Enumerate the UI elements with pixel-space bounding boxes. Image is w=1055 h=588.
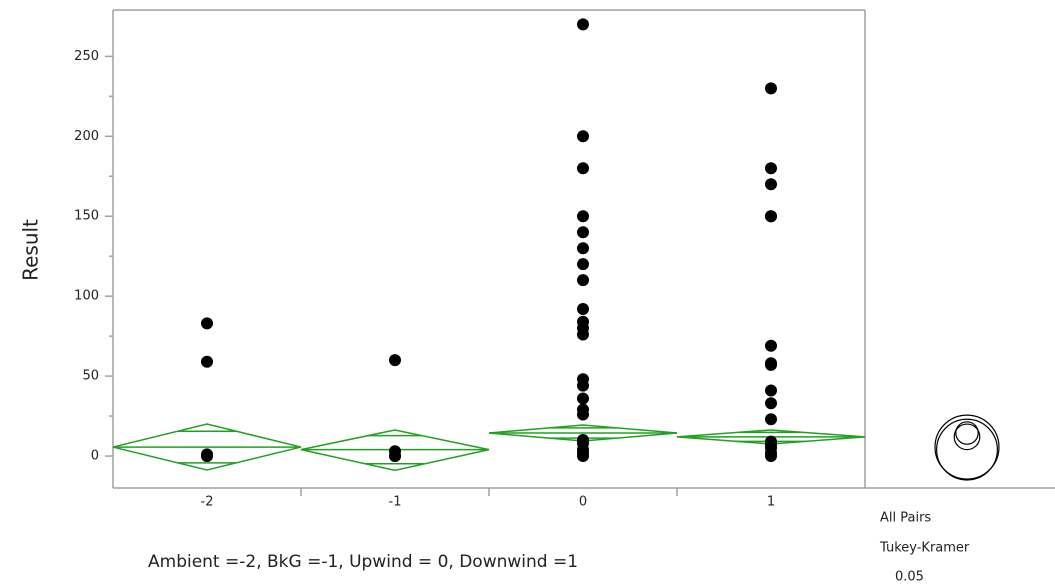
x-tick-label: 1 bbox=[767, 495, 775, 510]
y-tick-label: 150 bbox=[74, 209, 99, 224]
point bbox=[577, 274, 589, 287]
point bbox=[201, 450, 213, 463]
point bbox=[765, 178, 777, 191]
point bbox=[577, 379, 589, 392]
y-tick-label: 250 bbox=[74, 49, 99, 64]
alpha-label: 0.05 bbox=[895, 570, 924, 585]
point bbox=[765, 413, 777, 426]
point bbox=[765, 397, 777, 410]
point bbox=[765, 384, 777, 397]
point bbox=[577, 226, 589, 239]
point bbox=[201, 355, 213, 368]
point bbox=[577, 130, 589, 143]
comparison-circle bbox=[955, 421, 979, 445]
method-label: All Pairs bbox=[880, 511, 931, 526]
point bbox=[765, 162, 777, 175]
y-tick-label: 0 bbox=[91, 449, 99, 464]
point bbox=[577, 242, 589, 255]
point bbox=[577, 162, 589, 175]
point bbox=[577, 302, 589, 315]
point bbox=[577, 328, 589, 341]
point bbox=[765, 339, 777, 352]
y-tick-label: 100 bbox=[74, 289, 99, 304]
point bbox=[765, 210, 777, 223]
point bbox=[577, 258, 589, 271]
x-tick-label: -1 bbox=[389, 495, 402, 510]
y-tick-label: 50 bbox=[82, 369, 99, 384]
y-axis-label: Result bbox=[19, 219, 43, 281]
point bbox=[765, 450, 777, 463]
y-tick-label: 200 bbox=[74, 129, 99, 144]
x-tick-label: -2 bbox=[201, 495, 214, 510]
point bbox=[577, 210, 589, 223]
point bbox=[389, 354, 401, 367]
comparison-circle bbox=[936, 418, 998, 481]
point bbox=[201, 317, 213, 330]
point bbox=[577, 408, 589, 421]
point bbox=[389, 450, 401, 463]
comparison-circle bbox=[934, 414, 1000, 480]
point bbox=[765, 358, 777, 371]
x-tick-label: 0 bbox=[579, 495, 587, 510]
method-label: Tukey-Kramer bbox=[879, 541, 970, 556]
point bbox=[577, 18, 589, 31]
point bbox=[577, 392, 589, 405]
comparison-circle bbox=[953, 423, 981, 451]
footnote: Ambient =-2, BkG =-1, Upwind = 0, Downwi… bbox=[148, 552, 578, 572]
point bbox=[765, 82, 777, 95]
point bbox=[577, 450, 589, 463]
